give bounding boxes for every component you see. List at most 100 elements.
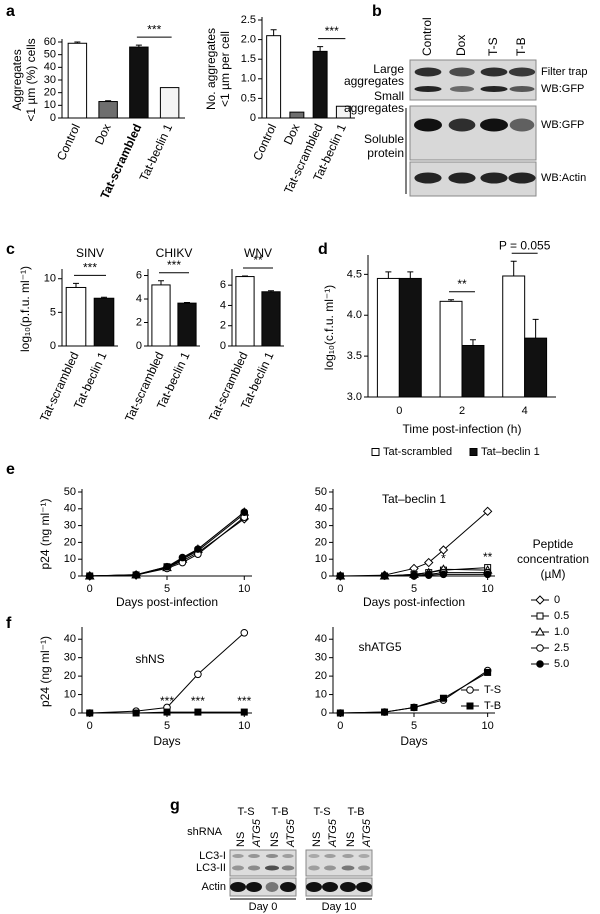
marker <box>483 570 492 579</box>
bar <box>524 337 548 398</box>
x-tick-label: Tat-scrambled <box>206 350 251 424</box>
error-bar <box>158 280 164 285</box>
blot-panel <box>229 849 297 877</box>
marker <box>240 708 248 716</box>
day-label: Day 10 <box>322 901 357 913</box>
y-tick-label: 30 <box>64 652 76 664</box>
row-label: aggregates <box>344 74 404 88</box>
blot-band <box>509 118 535 132</box>
marker <box>194 670 202 679</box>
y-tick-label: 50 <box>315 486 327 498</box>
marker <box>132 570 140 579</box>
x-axis-label: Time post-infection (h) <box>403 422 522 436</box>
bar <box>129 46 149 119</box>
blot-band <box>480 172 508 184</box>
legend-label: T-S <box>484 684 501 696</box>
blot-band <box>356 882 372 892</box>
error-bar <box>385 271 392 279</box>
blot-band <box>508 67 536 77</box>
blot-band <box>248 854 260 858</box>
marker <box>536 660 544 668</box>
x-tick-label: Dox <box>92 122 114 147</box>
marker <box>240 628 249 637</box>
y-tick-label: 2.0 <box>241 34 256 46</box>
bar <box>261 291 281 347</box>
row-label: Small <box>374 89 404 103</box>
error-bar <box>73 282 79 288</box>
y-tick-label: 4.0 <box>347 309 362 321</box>
x-axis-label: Days post-infection <box>363 595 465 609</box>
x-tick-label: Tat-scrambled <box>37 350 82 424</box>
row-label: aggregates <box>344 101 404 115</box>
y-tick-label: 1.0 <box>241 73 256 85</box>
panel-label: e <box>6 461 15 478</box>
y-tick-label: 50 <box>44 49 56 61</box>
x-tick-label: Tat-scrambled <box>122 350 167 424</box>
panel-label: f <box>6 615 12 632</box>
series-line <box>89 511 245 577</box>
y-axis-label: p24 (ng ml⁻¹) <box>38 636 52 707</box>
blot-band <box>265 854 279 858</box>
bar <box>151 284 171 347</box>
marker <box>410 703 418 711</box>
legend-label: 5.0 <box>554 658 569 670</box>
blot-band <box>449 86 475 92</box>
panel-label: d <box>318 241 328 258</box>
error-bar <box>74 41 81 44</box>
blot-band <box>414 172 442 184</box>
group-label: T-B <box>347 806 364 818</box>
lane-label: NS <box>345 832 357 847</box>
error-bar <box>105 100 112 102</box>
lane-label: NS <box>269 832 281 847</box>
y-tick-label: 40 <box>315 633 327 645</box>
marker <box>380 572 389 580</box>
blot-band <box>324 865 336 871</box>
bar <box>335 105 351 119</box>
marker <box>240 508 249 516</box>
chart-title: CHIKV <box>156 246 193 260</box>
row-label: Actin <box>202 881 226 893</box>
y-axis-label: Aggregates <box>10 49 24 110</box>
y-tick-label: 30 <box>44 74 56 86</box>
marker <box>535 626 545 636</box>
legend-label: 2.5 <box>554 642 569 654</box>
marker <box>178 553 187 562</box>
marker <box>410 572 418 580</box>
x-tick-label: Dox <box>281 122 303 147</box>
row-label: WB:Actin <box>541 172 586 184</box>
lane-label: NS <box>311 832 323 847</box>
y-axis-label: log₁₀(c.f.u. ml⁻¹) <box>322 285 336 370</box>
panel-label: b <box>372 3 382 20</box>
bar <box>461 344 485 398</box>
y-tick-label: 3.5 <box>347 350 362 362</box>
x-tick-label: 0 <box>337 583 343 595</box>
error-bar <box>317 46 324 52</box>
row-label: WB:GFP <box>541 83 584 95</box>
y-tick-label: 0.5 <box>241 92 256 104</box>
bar <box>398 277 422 398</box>
blot-band <box>280 882 296 892</box>
marker <box>536 612 544 620</box>
row-label: LC3-I <box>199 850 226 862</box>
blot-band <box>340 882 356 892</box>
error-bar <box>469 339 476 346</box>
blot-panel <box>305 849 373 877</box>
row-header: shRNA <box>187 826 223 838</box>
legend-title: concentration <box>517 552 589 566</box>
y-tick-label: 20 <box>315 536 327 548</box>
y-axis-label: No. aggregates <box>204 28 218 110</box>
y-axis-label: log₁₀(p.f.u. ml⁻¹) <box>18 266 32 352</box>
y-tick-label: 5 <box>50 306 56 318</box>
error-bar <box>242 275 248 277</box>
chart-title: WNV <box>244 246 272 260</box>
y-tick-label: 2 <box>136 316 142 328</box>
legend-label: 1.0 <box>554 626 569 638</box>
marker <box>336 709 344 717</box>
blot-panel <box>409 59 537 101</box>
y-tick-label: 50 <box>64 486 76 498</box>
bar <box>93 297 115 347</box>
x-tick-label: 2 <box>459 405 465 417</box>
row-label: Large <box>373 62 404 76</box>
marker <box>163 562 171 571</box>
y-tick-label: 6 <box>136 269 142 281</box>
